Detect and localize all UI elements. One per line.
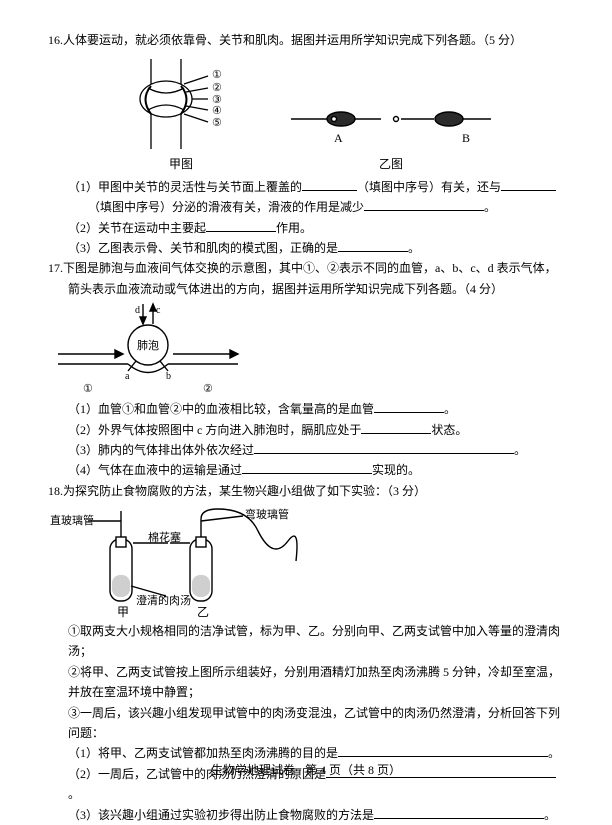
q18-step3: ③一周后，该兴趣小组发现甲试管中的肉汤变混浊，乙试管中的肉汤仍然澄清，分析回答下… [48,703,564,744]
joint-label-2: ② [212,82,222,94]
page-footer: 生物学地理试卷 · 第 4 页（共 8 页） [0,760,612,780]
blank [501,178,556,191]
blank [206,219,276,232]
alveolus-svg: 肺泡 d c a b ① ② [48,299,248,399]
yi-label-b: B [462,131,470,145]
label-straight: 直玻璃管 [50,513,94,527]
q18-step2: ②将甲、乙两支试管按上图所示组装好，分别用酒精灯加热至肉汤沸腾 5 分钟，冷却至… [48,662,564,703]
q18-figure: 直玻璃管 弯玻璃管 棉花塞 澄清的肉汤 甲 乙 [48,501,564,621]
blank [254,441,514,454]
q16-fig-jia: ① ② ③ ④ ⑤ 甲图 [116,54,246,174]
q16-fig-jia-caption: 甲图 [116,154,246,174]
q17-sub1: （1）血管①和血管②中的血液相比较，含氧量高的是血管。 [48,399,564,419]
q16-number: 16. [48,33,63,47]
gas-d: d [135,305,140,316]
q16-sub1: （1）甲图中关节的灵活性与关节面上覆盖的（填图中序号）有关，还与 [48,177,564,197]
label-broth: 澄清的肉汤 [136,593,191,607]
joint-label-1: ① [212,69,222,81]
label-curved: 弯玻璃管 [245,507,289,521]
q17-sub4: （4）气体在血液中的运输是通过实现的。 [48,460,564,480]
q18-step1: ①取两支大小规格相同的洁净试管，标为甲、乙。分别向甲、乙两支试管中加入等量的澄清… [48,621,564,662]
q18-q3: （3）该兴趣小组通过实验初步得出防止食物腐败的方法是。 [48,805,564,825]
q16-figures: ① ② ③ ④ ⑤ 甲图 A [48,54,564,174]
blank [361,421,431,434]
q17-number: 17. [48,261,63,275]
vessel-2: ② [203,383,213,395]
q16-fig-yi-caption: 乙图 [286,154,496,174]
muscle-model-svg: A B [286,84,496,154]
q16-fig-yi: A B 乙图 [286,84,496,174]
blank [374,400,444,413]
q16-stem: 16.人体要运动，就必须依靠骨、关节和肌肉。据图并运用所学知识完成下列各题。（5… [48,30,564,50]
yi-label-a: A [334,131,343,145]
gas-c: c [156,305,161,316]
blank [364,198,484,211]
joint-diagram-svg: ① ② ③ ④ ⑤ [116,54,246,154]
gas-a: a [125,371,130,382]
blank [338,239,408,252]
exam-page: 16.人体要运动，就必须依靠骨、关节和肌肉。据图并运用所学知识完成下列各题。（5… [0,0,612,792]
joint-label-4: ④ [212,105,222,117]
blank [242,461,372,474]
q17-figure: 肺泡 d c a b ① ② [48,299,564,399]
q18-stem: 18.为探究防止食物腐败的方法，某生物兴趣小组做了如下实验：（3 分） [48,481,564,501]
gas-b: b [166,371,171,382]
fig-cap-yi: 乙 [197,605,209,619]
svg-text:肺泡: 肺泡 [137,338,159,352]
q18-number: 18. [48,484,63,498]
joint-label-5: ⑤ [212,117,222,129]
q17-sub2: （2）外界气体按照图中 c 方向进入肺泡时，膈肌应处于状态。 [48,420,564,440]
q17-sub3: （3）肺内的气体排出体外依次经过。 [48,440,564,460]
blank [338,744,548,757]
blank [374,806,544,819]
q16-sub1-cont: （填图中序号）分泌的滑液有关，滑液的作用是减少。 [48,197,564,217]
experiment-svg: 直玻璃管 弯玻璃管 棉花塞 澄清的肉汤 甲 乙 [48,501,328,621]
vessel-1: ① [83,383,93,395]
blank [302,178,357,191]
fig-cap-jia: 甲 [117,605,129,619]
label-cotton: 棉花塞 [148,530,181,544]
q16-sub2: （2）关节在运动中主要起作用。 [48,218,564,238]
q16-sub3: （3）乙图表示骨、关节和肌肉的模式图，正确的是。 [48,238,564,258]
q17-stem: 17.下图是肺泡与血液间气体交换的示意图，其中①、②表示不同的血管，a、b、c、… [48,258,564,299]
